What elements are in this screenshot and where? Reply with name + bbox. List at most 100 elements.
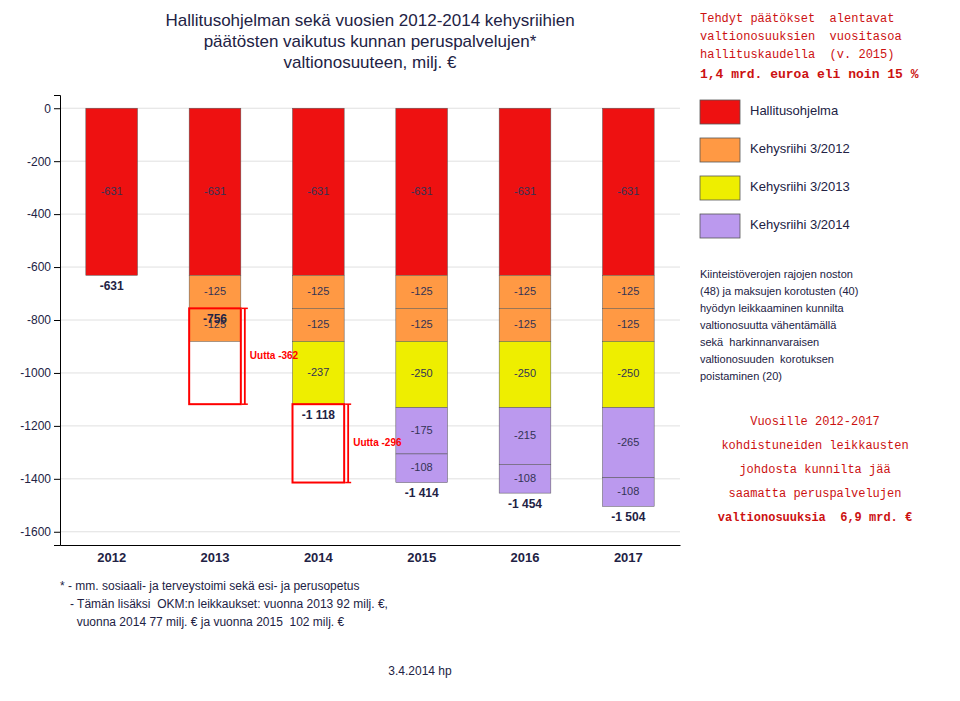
bar bbox=[396, 454, 448, 483]
y-tick: -600 bbox=[27, 260, 60, 274]
y-tick-mark bbox=[54, 320, 60, 321]
y-tick-mark bbox=[54, 426, 60, 427]
annotation-box bbox=[189, 308, 241, 404]
highlight-text: 1,4 mrd. euroa eli noin 15 % bbox=[700, 67, 919, 82]
data-label: -631 bbox=[307, 185, 329, 197]
bar bbox=[189, 308, 241, 341]
side-note: Kiinteistöverojen rajojen noston bbox=[700, 268, 853, 280]
data-label: -250 bbox=[514, 367, 536, 379]
legend-swatch bbox=[700, 214, 740, 238]
legend-swatch bbox=[700, 138, 740, 162]
grid-line bbox=[60, 372, 680, 373]
legend-label: Hallitusohjelma bbox=[750, 103, 839, 118]
title-line: valtionosuuteen, milj. € bbox=[284, 53, 457, 72]
data-label: -125 bbox=[307, 285, 329, 297]
data-label: -125 bbox=[514, 318, 536, 330]
summary-text: Vuosille 2012-2017 bbox=[750, 415, 880, 429]
bar bbox=[293, 308, 345, 341]
grid-line bbox=[60, 425, 680, 426]
y-tick-label: -1600 bbox=[20, 525, 51, 539]
y-tick-label: -800 bbox=[27, 313, 51, 327]
data-label: -125 bbox=[617, 285, 639, 297]
title-line: Hallitusohjelman sekä vuosien 2012-2014 … bbox=[165, 11, 574, 30]
data-label: -108 bbox=[411, 461, 433, 473]
y-tick: -1200 bbox=[20, 419, 60, 433]
bar bbox=[499, 108, 551, 275]
x-tick-label: 2013 bbox=[201, 550, 230, 565]
x-axis-line bbox=[61, 545, 681, 546]
annotation-label: Uutta -296 bbox=[353, 437, 402, 448]
data-label: -125 bbox=[617, 318, 639, 330]
y-tick-label: -1400 bbox=[20, 472, 51, 486]
bar bbox=[499, 465, 551, 494]
data-label: -631 bbox=[101, 185, 123, 197]
bar bbox=[189, 108, 241, 275]
plot-area bbox=[86, 108, 654, 506]
data-label: -108 bbox=[514, 472, 536, 484]
x-tick: 2014 bbox=[304, 550, 334, 565]
legend-label: Kehysriihi 3/2012 bbox=[750, 141, 850, 156]
side-note: poistaminen (20) bbox=[700, 370, 782, 382]
bar bbox=[603, 308, 655, 341]
legend-item: Kehysriihi 3/2012 bbox=[700, 138, 850, 162]
bar bbox=[603, 408, 655, 478]
summary-text: kohdistuneiden leikkausten bbox=[721, 439, 908, 453]
bar bbox=[189, 275, 241, 308]
bar bbox=[86, 108, 138, 275]
data-label: -125 bbox=[514, 285, 536, 297]
bar bbox=[293, 108, 345, 109]
side-note: sekä harkinnanvaraisen bbox=[700, 336, 819, 348]
y-tick-label: -600 bbox=[27, 260, 51, 274]
bracket-tick bbox=[242, 403, 248, 405]
total-label: -1 504 bbox=[611, 510, 645, 524]
side-panel: Tehdyt päätökset alentavatvaltionosuuksi… bbox=[700, 12, 919, 525]
data-label: -125 bbox=[411, 285, 433, 297]
x-tick: 2017 bbox=[614, 550, 643, 565]
data-label: -631 bbox=[411, 185, 433, 197]
total-label: -631 bbox=[100, 279, 124, 293]
bar bbox=[86, 108, 138, 109]
side-note: valtionosuuden korotuksen bbox=[700, 353, 834, 365]
grid-line bbox=[60, 161, 680, 162]
x-tick: 2016 bbox=[511, 550, 540, 565]
x-tick: 2013 bbox=[201, 550, 230, 565]
data-label: -237 bbox=[307, 366, 329, 378]
y-tick-mark bbox=[54, 267, 60, 268]
total-label: -1 118 bbox=[302, 408, 336, 422]
bar bbox=[86, 108, 138, 109]
bar bbox=[293, 108, 345, 275]
annotation-bracket bbox=[242, 308, 248, 404]
date: 3.4.2014 hp bbox=[388, 664, 452, 678]
footnote: vuonna 2014 77 milj. € ja vuonna 2015 10… bbox=[60, 615, 345, 629]
total-label: -756 bbox=[203, 312, 227, 326]
bar bbox=[86, 108, 138, 109]
bracket-tick bbox=[345, 403, 351, 405]
y-tick: -400 bbox=[27, 207, 60, 221]
bar bbox=[189, 108, 241, 109]
annotation-label: Uutta -362 bbox=[250, 350, 299, 361]
bracket-line bbox=[244, 308, 246, 404]
footnote: * - mm. sosiaali- ja terveystoimi sekä e… bbox=[60, 579, 359, 593]
bar bbox=[396, 308, 448, 341]
footnotes: * - mm. sosiaali- ja terveystoimi sekä e… bbox=[60, 579, 452, 678]
bar bbox=[396, 108, 448, 275]
annotation-bracket bbox=[345, 404, 351, 482]
bar bbox=[86, 108, 138, 109]
data-label: -215 bbox=[514, 429, 536, 441]
bar-series bbox=[189, 308, 654, 341]
x-tick: 2012 bbox=[97, 550, 126, 565]
title-line: päätösten vaikutus kunnan peruspalveluje… bbox=[204, 32, 537, 51]
x-tick-label: 2015 bbox=[407, 550, 436, 565]
legend-label: Kehysriihi 3/2013 bbox=[750, 179, 850, 194]
bar-series bbox=[189, 275, 654, 308]
bar bbox=[396, 408, 448, 454]
side-note: hyödyn leikkaaminen kunnilta bbox=[700, 302, 845, 314]
data-label: -125 bbox=[204, 285, 226, 297]
bracket-tick bbox=[242, 308, 248, 310]
bar bbox=[189, 108, 241, 109]
y-tick-mark bbox=[54, 214, 60, 215]
bar bbox=[396, 341, 448, 407]
bar bbox=[293, 275, 345, 308]
title: Hallitusohjelman sekä vuosien 2012-2014 … bbox=[165, 11, 574, 72]
bar bbox=[396, 275, 448, 308]
